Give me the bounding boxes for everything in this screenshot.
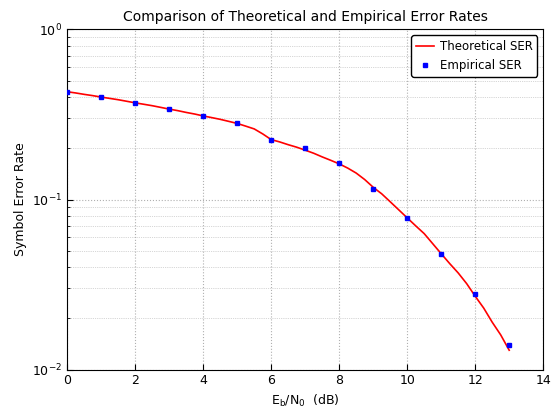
Empirical SER: [166, 107, 172, 112]
Theoretical SER: [455, 270, 461, 276]
Legend: Theoretical SER, Empirical SER: Theoretical SER, Empirical SER: [412, 35, 537, 76]
Theoretical SER: [64, 89, 71, 94]
Empirical SER: [64, 89, 71, 94]
Empirical SER: [336, 161, 343, 166]
Empirical SER: [472, 291, 479, 296]
Empirical SER: [506, 342, 512, 347]
Theoretical SER: [344, 165, 351, 171]
Empirical SER: [302, 146, 309, 151]
Theoretical SER: [506, 348, 512, 353]
Y-axis label: Symbol Error Rate: Symbol Error Rate: [13, 143, 27, 256]
Theoretical SER: [183, 110, 189, 115]
Line: Theoretical SER: Theoretical SER: [67, 92, 509, 350]
Theoretical SER: [328, 158, 334, 163]
Empirical SER: [438, 251, 445, 256]
Empirical SER: [404, 215, 410, 220]
Empirical SER: [98, 94, 105, 100]
Line: Empirical SER: Empirical SER: [65, 89, 512, 347]
Title: Comparison of Theoretical and Empirical Error Rates: Comparison of Theoretical and Empirical …: [123, 10, 488, 24]
Empirical SER: [132, 100, 138, 105]
X-axis label: $\mathregular{E_b/N_0}$  (dB): $\mathregular{E_b/N_0}$ (dB): [271, 393, 339, 409]
Empirical SER: [234, 121, 241, 126]
Empirical SER: [370, 186, 376, 192]
Theoretical SER: [404, 215, 410, 220]
Theoretical SER: [319, 155, 325, 160]
Empirical SER: [268, 137, 274, 142]
Empirical SER: [200, 113, 207, 118]
